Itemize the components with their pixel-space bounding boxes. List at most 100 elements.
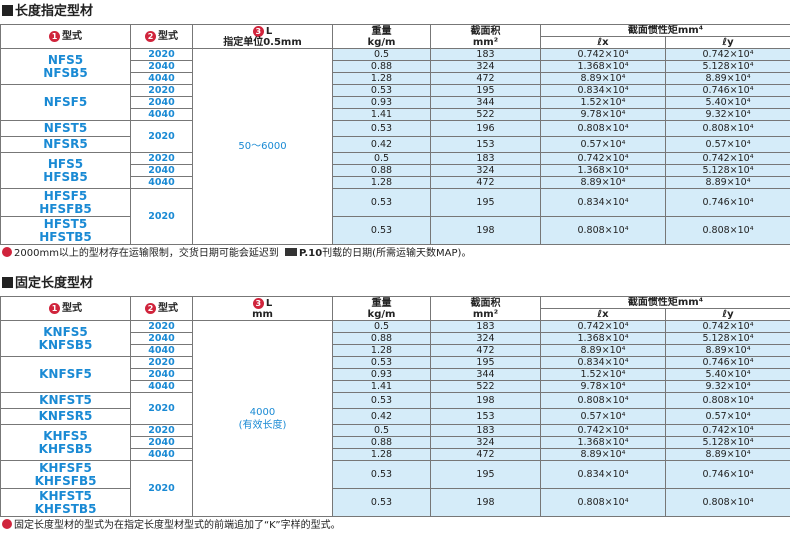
value-cell: 196 xyxy=(430,120,541,137)
length-cell: 4000 (有效长度) xyxy=(192,320,333,517)
model-name: KHFSF5 xyxy=(39,460,92,475)
value-cell: 1.28 xyxy=(332,448,431,461)
value-cell: 0.834×10⁴ xyxy=(540,84,666,97)
header-cell: 2 型式 xyxy=(130,24,193,49)
value-cell: 0.53 xyxy=(332,120,431,137)
size-cell: 2040 xyxy=(130,164,193,177)
value-cell: 0.742×10⁴ xyxy=(540,48,666,61)
length-text: 50～6000 xyxy=(238,141,287,152)
badge: 3 xyxy=(252,297,264,309)
data-row: KHFST5 KHFSTB5 0.53 198 0.808×10⁴ 0.808×10⁴ xyxy=(0,488,790,517)
value-cell: 0.93 xyxy=(332,96,431,109)
value-cell: 183 xyxy=(430,320,541,333)
header-unit: kg/m xyxy=(367,308,396,320)
model-name: HFSF5 xyxy=(43,188,88,203)
value-cell: 0.808×10⁴ xyxy=(540,488,666,517)
value-cell: 5.128×10⁴ xyxy=(664,436,790,449)
value-cell: 0.88 xyxy=(332,332,431,345)
length-cell: 50～6000 xyxy=(192,48,333,245)
size-cell: 2040 xyxy=(130,332,193,345)
value-cell: 0.5 xyxy=(332,152,431,165)
value-cell: 472 xyxy=(430,176,541,189)
square-icon xyxy=(2,5,13,16)
model-cell: KHFST5 KHFSTB5 xyxy=(0,488,131,517)
table-body: NFS5 NFSB5 2020 50～6000 0.5 183 0.742×10⁴ 0.742… xyxy=(0,48,790,245)
model-name: NFSR5 xyxy=(43,137,88,151)
data-row: NFS5 NFSB5 2020 50～6000 0.5 183 0.742×10⁴ 0.742… xyxy=(0,48,790,245)
value-cell: 5.128×10⁴ xyxy=(664,60,790,73)
header-cell: 截面惯性矩mm⁴ xyxy=(539,296,790,309)
data-row: NFST5 2020 0.53 196 0.808×10⁴ 0.808×10⁴ xyxy=(0,120,790,153)
value-cell: 324 xyxy=(430,436,541,449)
model-name: KHFSB5 xyxy=(38,441,93,456)
value-cell: 0.57×10⁴ xyxy=(540,136,666,153)
value-cell: 0.746×10⁴ xyxy=(664,84,790,97)
value-cell: 0.88 xyxy=(332,60,431,73)
model-name: KNFSR5 xyxy=(38,409,93,423)
data-row: KNFSF5 2020 0.53 195 0.834×10⁴ 0.746×10⁴ xyxy=(0,356,790,393)
size-cell: 2020 xyxy=(130,84,193,97)
header-label: 截面积 xyxy=(470,25,501,37)
value-cell: 1.52×10⁴ xyxy=(540,368,666,381)
value-cell: 0.742×10⁴ xyxy=(664,424,790,437)
data-row: 4040 1.28 472 8.89×10⁴ 8.89×10⁴ xyxy=(1,72,790,85)
model-name: KNFSF5 xyxy=(39,367,92,381)
value-cell: 0.53 xyxy=(332,216,431,245)
model-cell: KNFS5 KNFSB5 xyxy=(0,320,131,357)
data-row: HFST5 HFSTB5 0.53 198 0.808×10⁴ 0.808×10⁴ xyxy=(0,216,790,245)
footnote: 固定长度型材的型式为在指定长度型材型式的前端追加了“K”字样的型式。 xyxy=(0,517,790,535)
model-name: HFS5 xyxy=(47,156,84,171)
value-cell: 0.57×10⁴ xyxy=(664,136,790,153)
value-cell: 5.128×10⁴ xyxy=(664,332,790,345)
model-cell: KNFSR5 xyxy=(0,408,131,425)
size-cell: 2020 xyxy=(130,424,193,437)
value-cell: 0.53 xyxy=(332,84,431,97)
value-cell: 0.5 xyxy=(332,48,431,61)
model-name: HFSFB5 xyxy=(39,201,92,216)
value-cell: 0.808×10⁴ xyxy=(540,392,666,409)
value-cell: 472 xyxy=(430,344,541,357)
header-label: 重量 xyxy=(371,297,392,309)
value-cell: 0.53 xyxy=(332,460,431,489)
length-text: (有效长度) xyxy=(238,419,287,431)
value-cell: 0.742×10⁴ xyxy=(540,424,666,437)
value-cell: 522 xyxy=(430,380,541,393)
data-row: 2040 0.93 344 1.52×10⁴ 5.40×10⁴ xyxy=(1,96,790,109)
note-text: 2000mm以上的型材存在运输限制，交货日期可能会延迟到 xyxy=(14,248,279,259)
size-cell: 2040 xyxy=(130,96,193,109)
size-cell: 2040 xyxy=(130,60,193,73)
header-unit: 指定单位0.5mm xyxy=(223,36,302,48)
value-cell: 183 xyxy=(430,152,541,165)
model-cell: HFST5 HFSTB5 xyxy=(0,216,131,245)
model-name: KHFST5 xyxy=(39,488,92,503)
size-cell: 4040 xyxy=(130,380,193,393)
header-cell: 重量 kg/m xyxy=(332,296,431,321)
header-unit: mm² xyxy=(472,308,499,320)
value-cell: 153 xyxy=(430,408,541,425)
value-cell: 324 xyxy=(430,332,541,345)
value-cell: 9.32×10⁴ xyxy=(664,108,790,121)
header-row: 1 型式 2 型式 3 L 指定单位0.5mm 重量 kg/m 截面积 mm² 截面惯性矩mm⁴ xyxy=(0,24,790,49)
note-icon xyxy=(2,247,12,257)
value-cell: 0.834×10⁴ xyxy=(540,188,666,217)
value-cell: 1.368×10⁴ xyxy=(540,164,666,177)
model-cell: NFST5 xyxy=(0,120,131,137)
model-cell: HFSF5 HFSFB5 xyxy=(0,188,131,217)
value-cell: 1.28 xyxy=(332,176,431,189)
value-cell: 5.128×10⁴ xyxy=(664,164,790,177)
value-cell: 0.53 xyxy=(332,488,431,517)
model-cell: KHFSF5 KHFSFB5 xyxy=(0,460,131,489)
value-cell: 0.42 xyxy=(332,136,431,153)
value-cell: 195 xyxy=(430,84,541,97)
value-cell: 195 xyxy=(430,460,541,489)
value-cell: 9.32×10⁴ xyxy=(664,380,790,393)
title-text: 固定长度型材 xyxy=(15,276,94,291)
value-cell: 0.5 xyxy=(332,424,431,437)
model-name: KNFSB5 xyxy=(38,337,93,352)
header-unit: mm xyxy=(252,308,273,320)
header-label: 型式 xyxy=(62,31,82,42)
size-cell: 4040 xyxy=(130,448,193,461)
size-cell: 4040 xyxy=(130,72,193,85)
